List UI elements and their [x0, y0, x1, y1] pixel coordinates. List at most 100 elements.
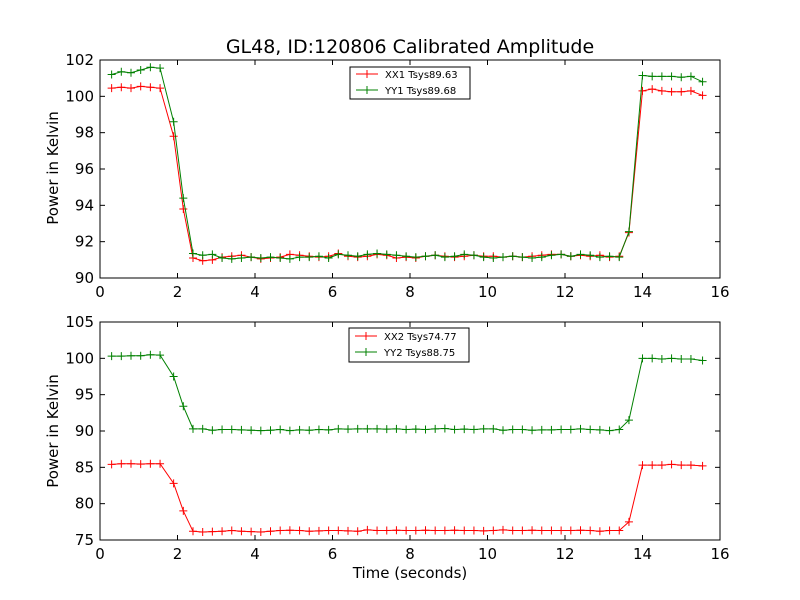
bottom-series-xx2-point-31: [411, 526, 420, 535]
bottom-series-yy2-point-40: [499, 426, 507, 435]
top-series-xx1-point-59: [686, 86, 695, 95]
bottom-series-xx2-point-36: [460, 526, 469, 535]
top-series-xx1-point-60: [698, 91, 707, 100]
top-series-yy1-point-38: [479, 253, 488, 262]
top-ytick-label-4: 98: [75, 124, 94, 142]
top-series-yy1-point-1: [117, 67, 126, 76]
bottom-series-xx2-point-25: [353, 527, 362, 536]
bottom-series-xx2-point-47: [566, 526, 575, 535]
bottom-series-xx2-point-2: [127, 459, 135, 468]
top-series-yy1-point-37: [469, 251, 478, 260]
top-series-yy1-point-48: [576, 250, 585, 259]
bottom-series-yy2-point-4: [146, 350, 155, 359]
bottom-plot-ylabel: Power in Kelvin: [44, 374, 62, 488]
bottom-series-xx2-point-22: [324, 526, 333, 535]
top-xtick-label-1: 2: [173, 283, 183, 301]
top-series-yy1-point-29: [392, 251, 401, 260]
bottom-series-yy2-point-13: [237, 425, 246, 434]
bottom-series-xx2-point-39: [489, 526, 498, 535]
bottom-series-yy2-point-15: [256, 426, 265, 435]
bottom-series-xx2-point-21: [314, 526, 323, 535]
bottom-series-xx2-point-49: [586, 526, 595, 535]
bottom-series-yy2-point-12: [227, 425, 236, 434]
top-series-yy1-point-16: [266, 253, 275, 262]
bottom-series-yy2-point-43: [528, 426, 537, 435]
top-series-yy1-point-26: [363, 250, 372, 259]
bottom-series-yy2-point-42: [518, 425, 527, 434]
top-series-yy1-point-53: [624, 227, 633, 236]
bottom-series-xx2-point-23: [334, 526, 343, 535]
top-series-yy1-point-41: [508, 252, 517, 261]
top-series-yy1-point-5: [156, 64, 165, 73]
bottom-series-yy2-point-17: [276, 425, 285, 434]
bottom-series-yy2-point-58: [677, 355, 686, 364]
top-plot-title: GL48, ID:120806 Calibrated Amplitude: [226, 36, 594, 58]
top-legend-xx1-label: XX1 Tsys89.63: [385, 70, 458, 81]
bottom-xtick-label-3: 6: [328, 545, 338, 563]
top-xtick-label-2: 4: [250, 283, 260, 301]
bottom-xtick-label-8: 16: [710, 545, 729, 563]
bottom-series-xx2-point-56: [657, 461, 666, 470]
top-series-yy1-point-39: [489, 254, 498, 263]
bottom-series-xx2-point-51: [605, 526, 614, 535]
top-series-yy1-point-57: [667, 72, 676, 81]
bottom-series-yy2-point-45: [547, 425, 556, 434]
bottom-series-xx2-point-27: [373, 526, 382, 535]
top-series-yy1-point-13: [237, 254, 246, 263]
top-xtick-label-8: 16: [710, 283, 729, 301]
bottom-series-xx2-point-42: [518, 526, 527, 535]
top-series-xx1-point-56: [657, 86, 666, 95]
bottom-series-xx2-point-3: [136, 460, 145, 469]
top-series-yy1-point-40: [499, 253, 507, 262]
bottom-series-xx2-point-15: [256, 528, 265, 537]
top-series-yy1-point-59: [686, 72, 695, 81]
bottom-series-yy2-point-28: [382, 425, 391, 434]
top-xtick-label-6: 12: [555, 283, 574, 301]
bottom-series-yy2-point-0: [107, 352, 116, 361]
bottom-series-xx2-point-32: [421, 526, 430, 535]
bottom-series-yy2-point-41: [508, 425, 517, 434]
bottom-xtick-label-4: 8: [405, 545, 415, 563]
bottom-series-xx2-point-9: [198, 528, 207, 537]
bottom-series-yy2-point-47: [566, 425, 575, 434]
bottom-series-yy2-point-16: [266, 426, 275, 435]
bottom-series-xx2-point-8: [189, 527, 197, 536]
top-xtick-label-4: 8: [405, 283, 415, 301]
top-xtick-label-0: 0: [95, 283, 105, 301]
bottom-series-xx2-point-44: [537, 526, 546, 535]
bottom-series-xx2-point-5: [156, 459, 165, 468]
top-series-yy1-point-19: [295, 253, 304, 262]
bottom-series-yy2-point-8: [189, 424, 197, 433]
bottom-series-xx2-point-48: [576, 526, 585, 535]
top-series-yy1-point-34: [440, 253, 449, 262]
top-series-yy1-point-49: [586, 251, 595, 260]
bottom-series-xx2-point-52: [615, 526, 624, 535]
bottom-series-yy2-point-32: [421, 425, 430, 434]
top-series-xx1-point-57: [667, 87, 676, 96]
bottom-series-xx2-point-10: [208, 527, 217, 536]
bottom-series-xx2-point-54: [638, 461, 647, 470]
bottom-xtick-label-1: 2: [173, 545, 183, 563]
top-series-xx1-point-7: [179, 204, 188, 213]
top-series-xx1-point-55: [648, 85, 657, 94]
top-series-yy1-point-18: [285, 254, 294, 263]
top-ytick-label-3: 96: [75, 160, 94, 178]
top-series-yy1-point-47: [566, 252, 575, 261]
bottom-ytick-label-5: 100: [65, 349, 94, 367]
bottom-series-yy2-point-60: [698, 356, 707, 365]
bottom-series-yy2-point-57: [667, 354, 676, 363]
bottom-series-xx2-point-26: [363, 525, 372, 534]
bottom-xtick-label-7: 14: [633, 545, 652, 563]
top-series-xx1-point-0: [107, 84, 116, 93]
bottom-series-xx2-point-46: [557, 526, 566, 535]
bottom-series-yy2-point-24: [344, 425, 352, 434]
top-series-yy1-point-2: [127, 68, 135, 77]
top-series-xx1-point-5: [156, 84, 165, 93]
bottom-series-xx2-point-57: [667, 460, 676, 469]
top-series-yy1-point-44: [537, 253, 546, 262]
top-series-yy1-point-36: [460, 250, 469, 259]
bottom-series-yy2-point-5: [156, 351, 165, 360]
bottom-series-xx2-point-24: [344, 526, 352, 535]
bottom-series-yy2-point-19: [295, 425, 304, 434]
bottom-series-yy2-point-38: [479, 424, 488, 433]
